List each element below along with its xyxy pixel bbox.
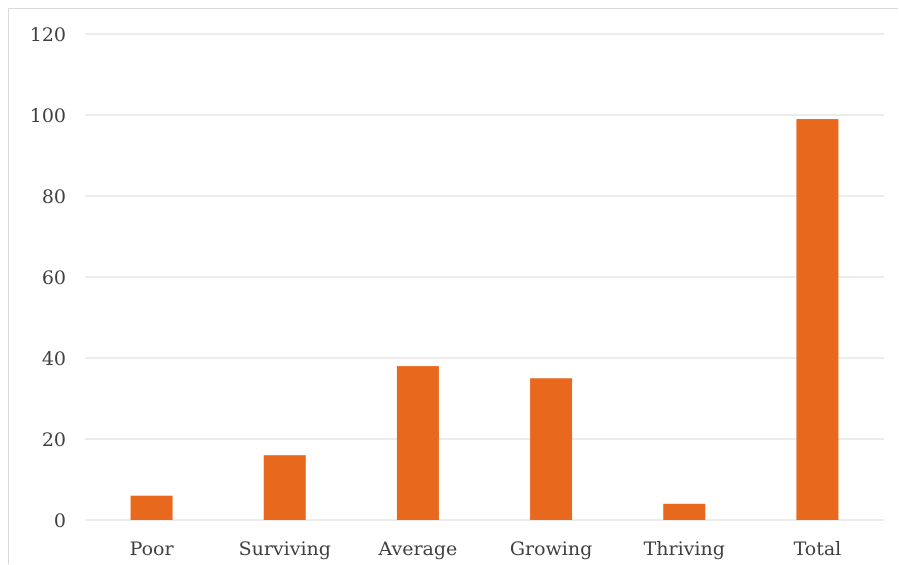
y-tick-label: 120 bbox=[30, 24, 66, 46]
bar-surviving bbox=[263, 455, 306, 520]
y-tick-label: 40 bbox=[42, 348, 66, 370]
bars bbox=[130, 119, 839, 521]
y-tick-label: 60 bbox=[42, 267, 66, 289]
x-tick-label-surviving: Surviving bbox=[239, 538, 331, 560]
y-tick-label: 80 bbox=[42, 186, 66, 208]
bar-thriving bbox=[663, 503, 706, 520]
bar-total bbox=[796, 119, 839, 521]
y-tick-label: 20 bbox=[42, 429, 66, 451]
y-axis-tick-labels: 0 20 40 60 80 100 120 bbox=[30, 24, 66, 532]
x-tick-label-average: Average bbox=[378, 538, 458, 560]
x-tick-label-growing: Growing bbox=[510, 538, 592, 560]
x-axis-tick-labels: Poor Surviving Average Growing Thriving Total bbox=[130, 538, 842, 560]
chart-frame bbox=[8, 8, 898, 564]
y-tick-label: 100 bbox=[30, 105, 66, 127]
y-tick-label: 0 bbox=[54, 510, 66, 532]
bar-poor bbox=[130, 495, 173, 520]
bar-growing bbox=[530, 378, 573, 520]
x-tick-label-total: Total bbox=[794, 538, 842, 560]
bar-average bbox=[396, 366, 439, 520]
x-tick-label-poor: Poor bbox=[130, 538, 175, 560]
x-tick-label-thriving: Thriving bbox=[644, 538, 725, 560]
gridlines bbox=[85, 33, 884, 521]
